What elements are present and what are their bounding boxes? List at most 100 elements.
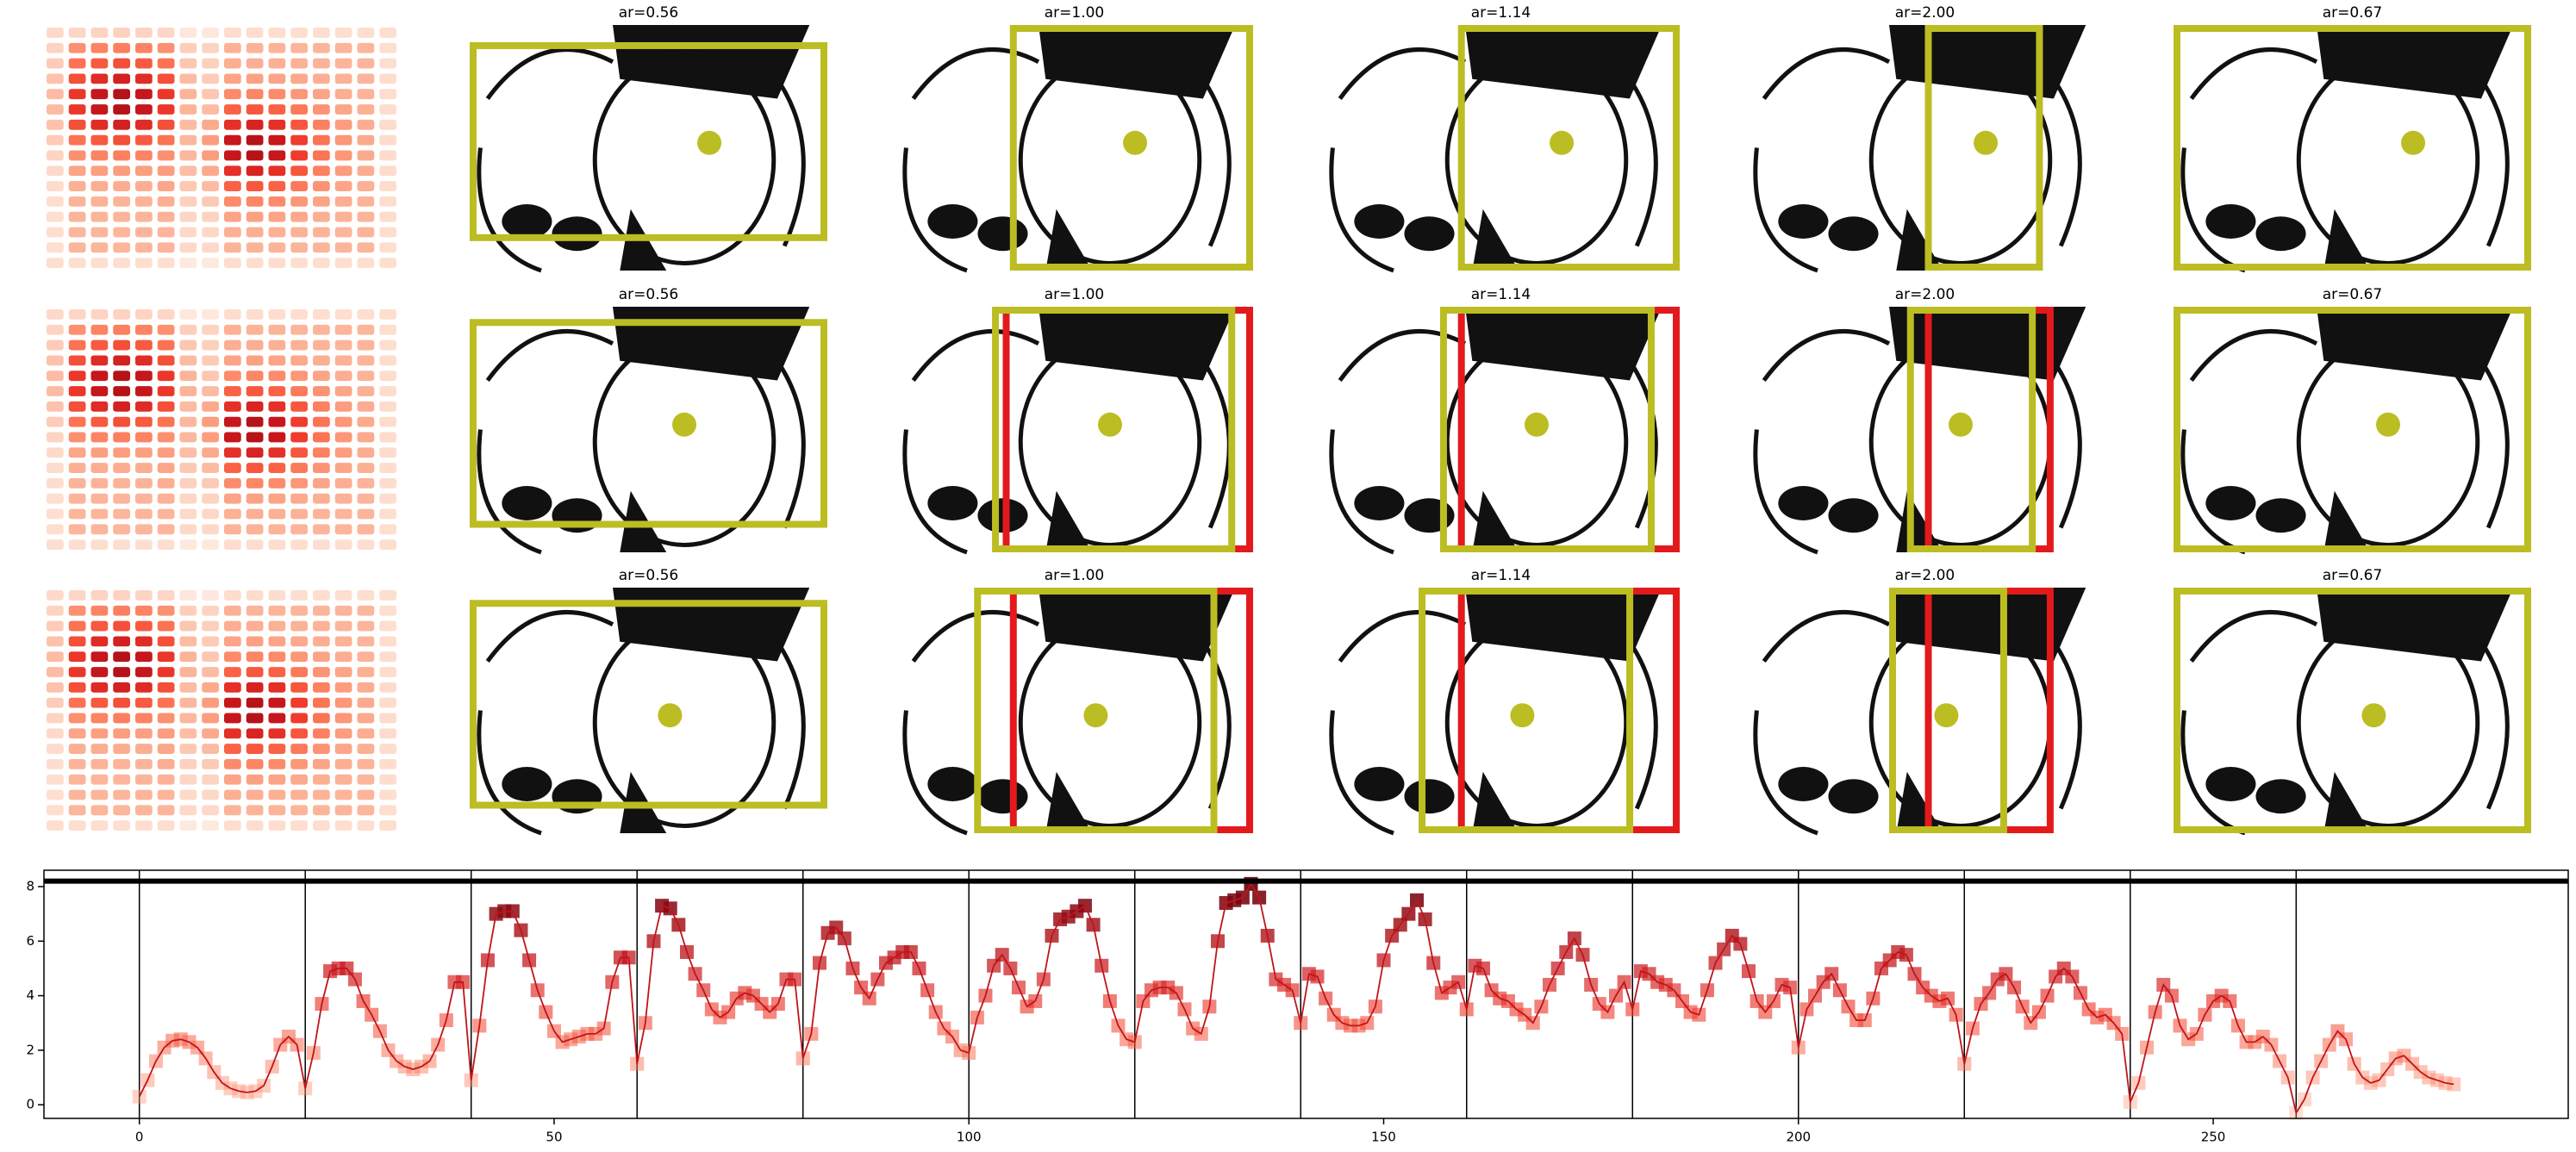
heatmap-cell	[357, 590, 375, 601]
heatmap-cell	[290, 636, 308, 647]
heatmap-cell	[90, 697, 109, 708]
heatmap-cell	[334, 493, 352, 504]
heatmap-cell	[290, 42, 308, 53]
heatmap-cell	[334, 401, 352, 412]
heatmap-cell	[224, 620, 241, 632]
heatmap-cell	[290, 493, 308, 504]
heatmap-cell	[268, 355, 286, 366]
drawing	[2296, 336, 2480, 547]
x-tick-label: 200	[1786, 1130, 1811, 1145]
keypoint	[658, 703, 683, 728]
image-panel: ar=0.56	[470, 286, 827, 555]
heatmap-cell	[334, 242, 352, 253]
heatmap-cell	[68, 447, 86, 458]
heatmap-cell	[224, 355, 241, 366]
heatmap-cell	[357, 58, 375, 69]
drawing	[1444, 617, 1629, 828]
heatmap-cell	[357, 119, 375, 130]
heatmap-cell	[268, 728, 286, 739]
heatmap-cell	[334, 728, 352, 739]
heatmap-cell	[313, 227, 330, 238]
heatmap-cell	[357, 309, 375, 320]
heatmap-cell	[357, 682, 375, 693]
drawing	[2323, 771, 2371, 833]
heatmap-cell	[157, 590, 175, 601]
image-panel: ar=1.00	[895, 286, 1253, 555]
heatmap-cell	[68, 820, 86, 831]
heatmap-cell	[179, 339, 197, 351]
heatmap-cell	[135, 324, 153, 335]
heatmap-cell	[113, 401, 130, 412]
heatmap-cell	[357, 355, 375, 366]
heatmap-cell	[334, 539, 352, 550]
heatmap-cell	[268, 493, 286, 504]
heatmap-cell	[268, 196, 286, 207]
keypoint	[1083, 703, 1108, 728]
heatmap-cell	[202, 744, 219, 754]
heatmap-cell	[157, 697, 175, 708]
heatmap-cell	[47, 758, 64, 769]
heatmap-cell	[357, 744, 375, 754]
heatmap-cell	[135, 355, 153, 366]
yellow-box	[1924, 25, 2043, 271]
heatmap-cell	[290, 508, 308, 520]
heatmap-cell	[68, 651, 86, 663]
heatmap-cell	[290, 258, 308, 268]
heatmap-cell	[268, 258, 286, 268]
heatmap-cell	[179, 227, 197, 238]
heatmap-cell	[68, 355, 86, 366]
heatmap-cell	[379, 258, 396, 268]
drawing	[1045, 490, 1093, 552]
heatmap-cell	[313, 820, 330, 831]
heatmap-cell	[135, 42, 153, 53]
yellow-box	[470, 600, 827, 809]
x-tick-label: 150	[1371, 1130, 1396, 1145]
heatmap-cell	[135, 339, 153, 351]
heatmap-cell	[68, 196, 86, 207]
heatmap-cell	[135, 774, 153, 785]
heatmap-cell	[179, 258, 197, 268]
heatmap-cell	[90, 651, 109, 663]
heatmap-cell	[224, 104, 241, 115]
heatmap-cell	[179, 758, 197, 769]
heatmap-cell	[113, 324, 130, 335]
heatmap-cell	[157, 477, 175, 489]
heatmap-cell	[179, 539, 197, 550]
heatmap-cell	[290, 667, 308, 677]
heatmap-cell	[47, 620, 64, 632]
heatmap-cell	[224, 682, 241, 693]
heatmap-cell	[334, 104, 352, 115]
heatmap-cell	[268, 416, 286, 427]
heatmap-cell	[313, 181, 330, 191]
panel-title: ar=2.00	[1895, 567, 1955, 584]
drawing	[1868, 54, 2053, 265]
heatmap-cell	[47, 150, 64, 161]
heatmap-cell	[68, 805, 86, 816]
heatmap-cell	[179, 477, 197, 489]
heatmap-cell	[202, 324, 219, 335]
heatmap-cell	[90, 371, 109, 382]
heatmap-cell	[357, 789, 375, 800]
heatmap-cell	[202, 820, 219, 831]
heatmap-cell	[202, 181, 219, 191]
heatmap-cell	[135, 493, 153, 504]
heatmap-cell	[135, 590, 153, 601]
x-tick-label: 250	[2201, 1130, 2226, 1145]
heatmap-cell	[224, 744, 241, 754]
heatmap-cell	[357, 196, 375, 207]
heatmap-cell	[90, 134, 109, 146]
heatmap-cell	[113, 697, 130, 708]
heatmap-cell	[379, 463, 396, 473]
heatmap-cell	[90, 636, 109, 647]
heatmap-cell	[179, 181, 197, 191]
heatmap-cell	[379, 605, 396, 616]
heatmap-cell	[246, 416, 264, 427]
heatmap-cell	[313, 401, 330, 412]
heatmap-cell	[268, 386, 286, 396]
heatmap-cell	[90, 682, 109, 693]
heatmap-cell	[268, 28, 286, 38]
heatmap-cell	[290, 620, 308, 632]
heatmap-cell	[135, 620, 153, 632]
heatmap-cell	[90, 324, 109, 335]
heatmap-cell	[268, 758, 286, 769]
